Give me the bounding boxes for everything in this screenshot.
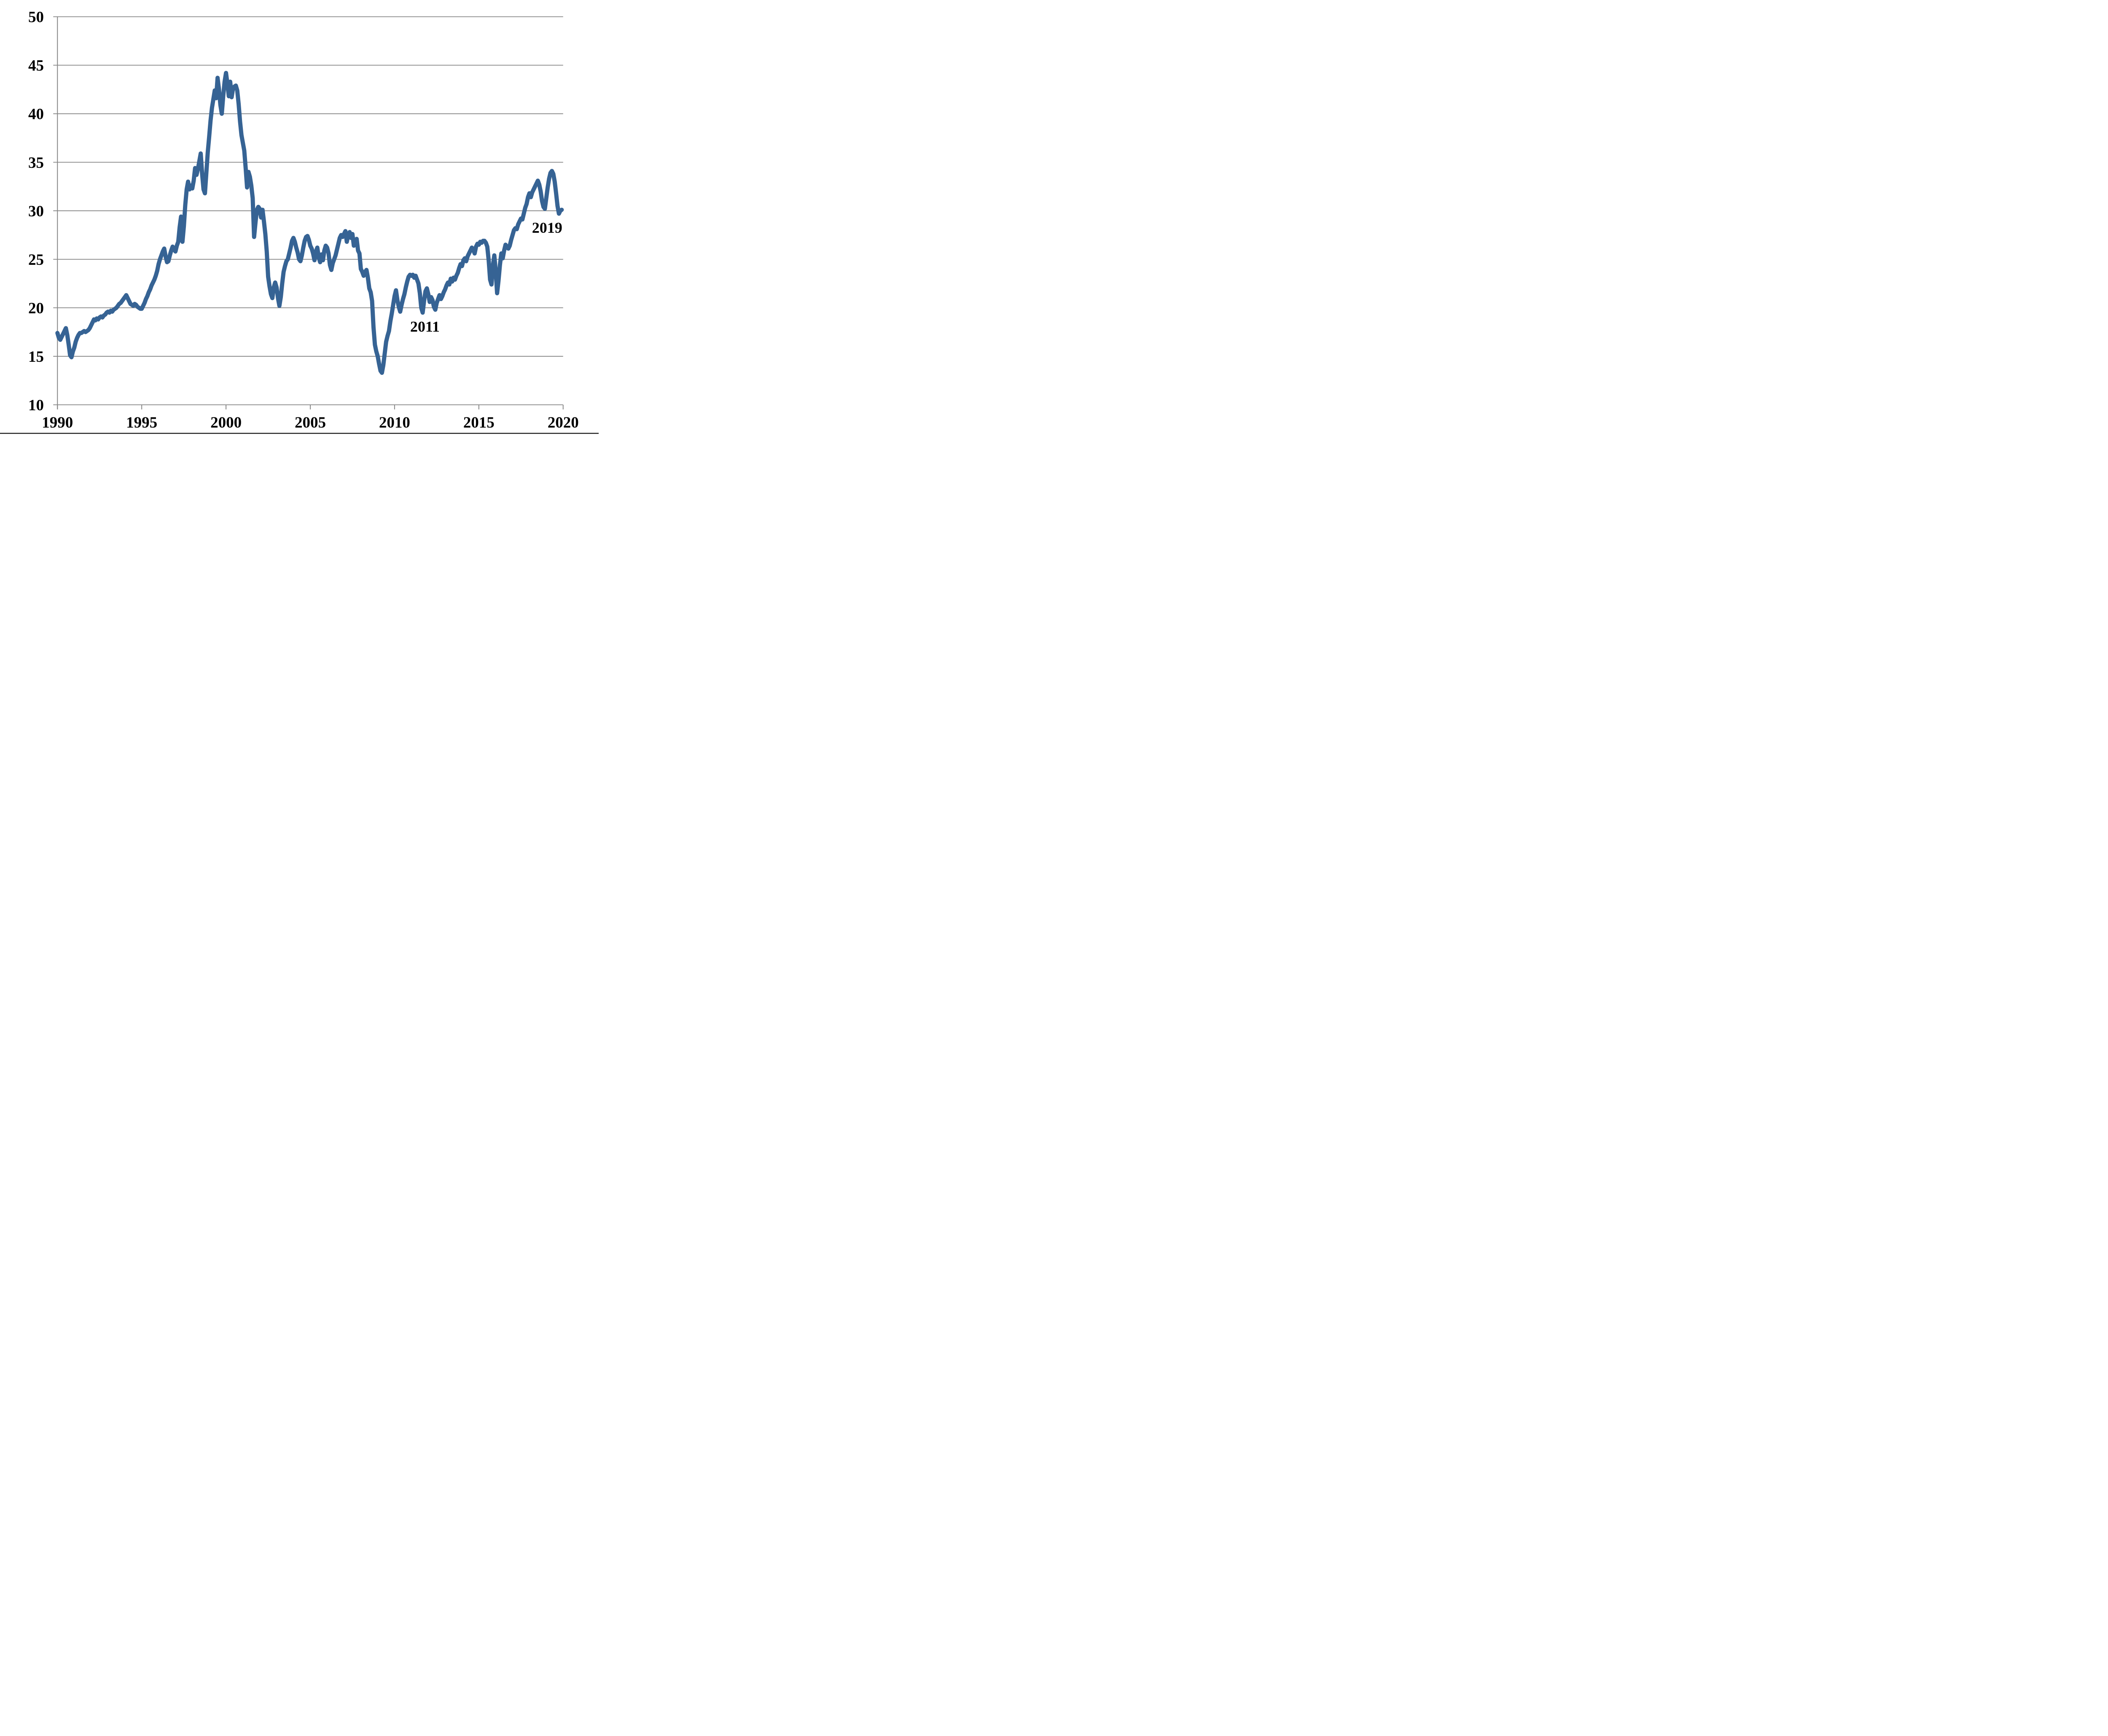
- annotation-2011: 2011: [410, 318, 440, 335]
- x-axis-label-2005: 2005: [295, 414, 326, 431]
- line-chart-canvas: 10 15 20 25 30 35 40 45 50 1990 1995 2000 2005 2010 20…: [0, 9, 599, 434]
- cape-ratio-chart: 10 15 20 25 30 35 40 45 50 1990 1995 2000 2005 2010 20…: [0, 0, 599, 434]
- x-axis-label-2015: 2015: [463, 414, 495, 431]
- data-line: [55, 71, 564, 375]
- y-axis-label-25: 25: [28, 251, 44, 269]
- annotation-2019: 2019: [532, 219, 562, 236]
- y-axis-label-40: 40: [28, 106, 44, 123]
- y-axis-label-45: 45: [28, 57, 44, 75]
- y-axis-label-35: 35: [28, 154, 44, 172]
- y-axis-label-20: 20: [28, 300, 44, 317]
- y-axis-label-50: 50: [28, 9, 44, 26]
- x-axis-label-2010: 2010: [379, 414, 410, 431]
- y-axis-label-15: 15: [28, 348, 44, 366]
- x-axis-label-1995: 1995: [126, 414, 157, 431]
- y-axis-label-30: 30: [28, 203, 44, 220]
- page-bottom-border: [0, 433, 599, 434]
- x-axis-label-1990: 1990: [42, 414, 73, 431]
- y-axis-label-10: 10: [28, 397, 44, 414]
- x-axis-label-2020: 2020: [548, 414, 579, 431]
- x-axis-label-2000: 2000: [210, 414, 242, 431]
